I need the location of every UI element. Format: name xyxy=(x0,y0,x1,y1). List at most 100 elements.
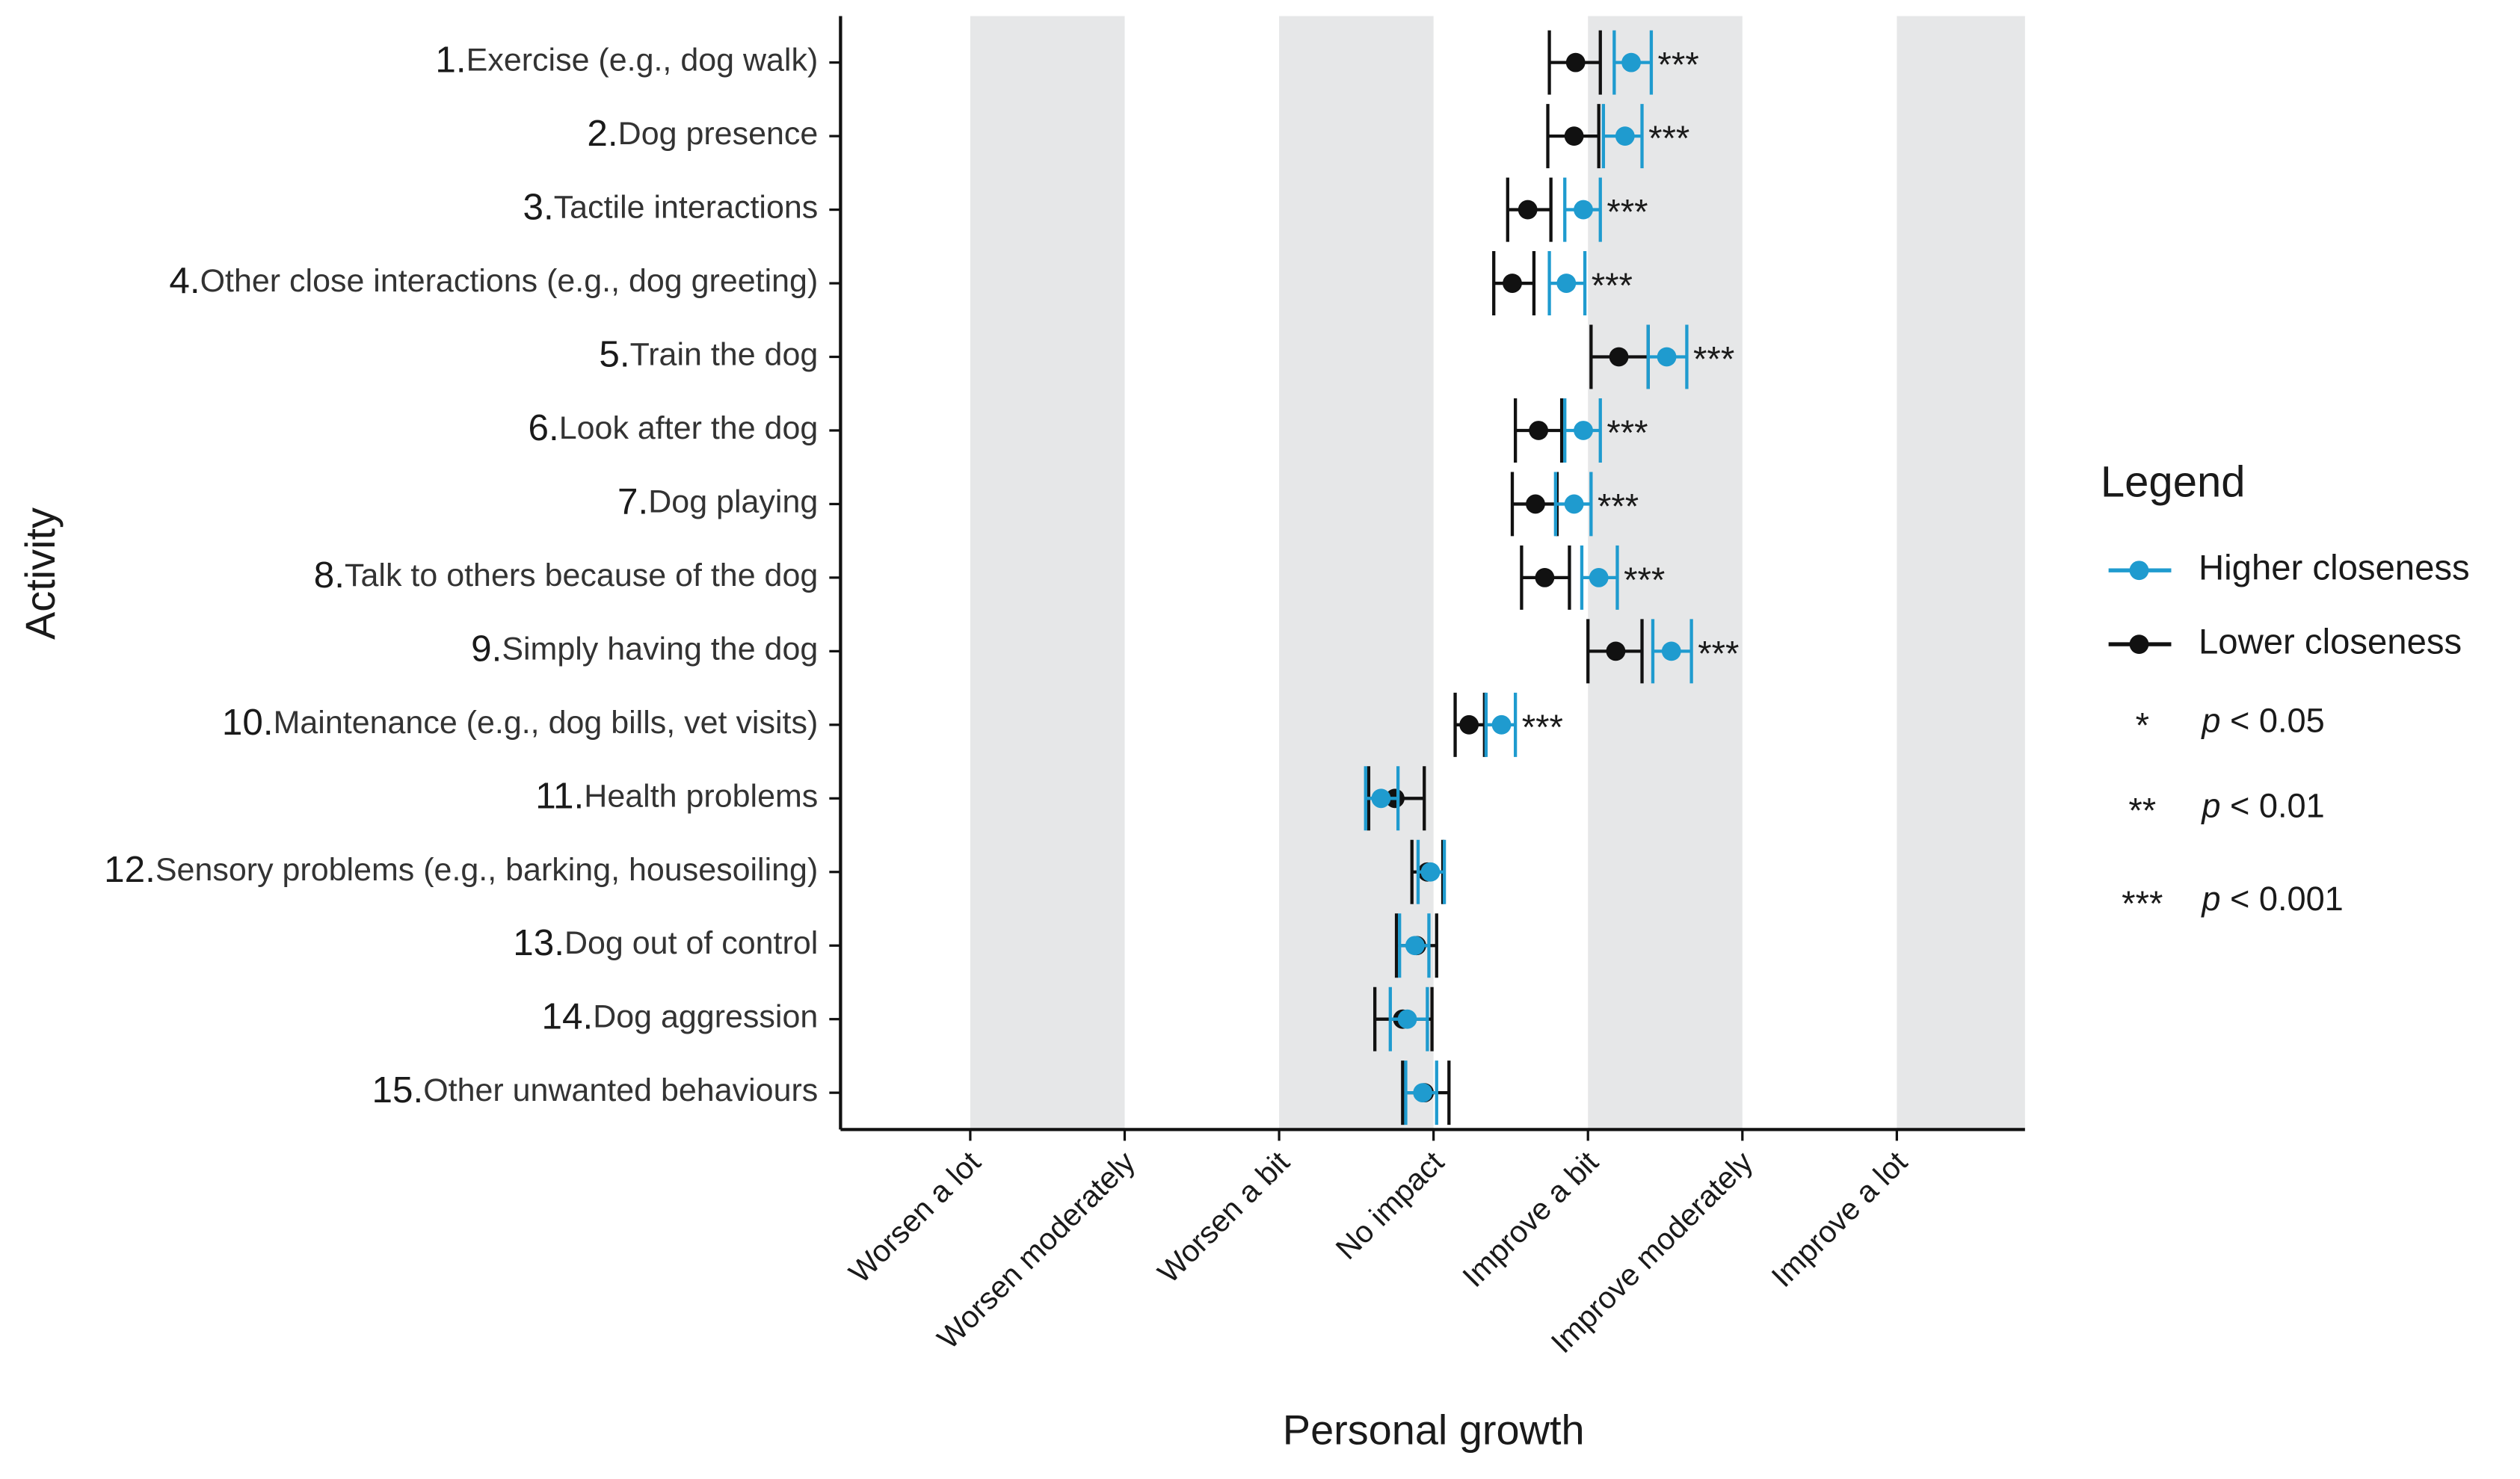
point xyxy=(1420,862,1441,882)
y-tick-label: 15.Other unwanted behaviours xyxy=(372,1069,818,1111)
significance-label: *** xyxy=(1522,708,1563,747)
significance-label: *** xyxy=(1624,561,1665,600)
category-number: 6. xyxy=(529,407,559,448)
key-label: p < 0.01 xyxy=(2200,786,2324,824)
y-tick-label: 3.Tactile interactions xyxy=(523,187,818,228)
point xyxy=(1621,52,1641,72)
category-name: Other close interactions (e.g., dog gree… xyxy=(200,263,819,299)
point xyxy=(1615,126,1635,146)
point xyxy=(1518,200,1538,220)
category-name: Exercise (e.g., dog walk) xyxy=(466,43,819,78)
category-number: 4. xyxy=(169,260,200,301)
legend-label: Lower closeness xyxy=(2199,623,2462,662)
y-tick-label: 11.Health problems xyxy=(535,775,818,816)
shaded-band xyxy=(1588,16,1743,1130)
point xyxy=(1661,641,1681,661)
legend-label: Higher closeness xyxy=(2199,549,2470,588)
shaded-band xyxy=(970,16,1125,1130)
point xyxy=(1397,1009,1417,1029)
key-spacer xyxy=(2220,786,2230,824)
key-variable: p xyxy=(2200,786,2220,824)
point xyxy=(1564,494,1584,514)
x-tick-label: Improve a lot xyxy=(1765,1144,1914,1294)
y-axis-title: Activity xyxy=(16,507,64,640)
legend-dot xyxy=(2129,634,2149,655)
category-number: 12. xyxy=(104,849,155,890)
category-number: 5. xyxy=(599,334,629,375)
category-name: Health problems xyxy=(584,779,818,815)
point xyxy=(1565,52,1586,72)
category-number: 8. xyxy=(314,555,345,596)
key-variable: p xyxy=(2200,880,2220,918)
point xyxy=(1503,274,1522,293)
axes-layer xyxy=(829,16,2025,1141)
point xyxy=(1556,274,1577,293)
y-tick-label: 10.Maintenance (e.g., dog bills, vet vis… xyxy=(222,702,818,743)
category-number: 15. xyxy=(372,1069,423,1111)
category-name: Maintenance (e.g., dog bills, vet visits… xyxy=(274,705,819,741)
key-symbol: ** xyxy=(2128,791,2156,830)
point xyxy=(1574,421,1593,440)
legend-dot xyxy=(2129,561,2149,581)
key-threshold: < 0.001 xyxy=(2230,880,2344,918)
category-number: 11. xyxy=(535,775,584,816)
bands-layer xyxy=(970,16,2025,1130)
y-tick-label: 8.Talk to others because of the dog xyxy=(314,555,818,596)
y-tick-label: 5.Train the dog xyxy=(599,334,818,375)
y-tick-label: 7.Dog playing xyxy=(617,481,818,522)
category-name: Tactile interactions xyxy=(554,190,819,226)
shaded-band xyxy=(1897,16,2025,1130)
point xyxy=(1609,347,1629,367)
significance-label: *** xyxy=(1592,266,1633,306)
y-tick-label: 12.Sensory problems (e.g., barking, hous… xyxy=(104,849,818,890)
key-label: p < 0.05 xyxy=(2200,701,2324,739)
point xyxy=(1606,641,1626,661)
point xyxy=(1564,126,1584,146)
key-threshold: < 0.01 xyxy=(2230,786,2325,824)
y-tick-label: 4.Other close interactions (e.g., dog gr… xyxy=(169,260,818,301)
significance-label: *** xyxy=(1693,339,1734,379)
y-tick-label: 9.Simply having the dog xyxy=(471,628,818,669)
category-number: 10. xyxy=(222,702,274,743)
shaded-band xyxy=(1279,16,1434,1130)
point xyxy=(1459,714,1479,735)
key-threshold: < 0.05 xyxy=(2230,701,2325,739)
key-spacer xyxy=(2220,880,2230,918)
significance-label: *** xyxy=(1698,634,1739,673)
category-number: 9. xyxy=(471,628,502,669)
category-name: Talk to others because of the dog xyxy=(345,558,818,593)
key-label: p < 0.001 xyxy=(2200,880,2343,918)
category-number: 1. xyxy=(435,40,466,81)
category-name: Simply having the dog xyxy=(502,632,818,667)
category-number: 2. xyxy=(587,113,617,154)
x-tick-label: Worsen a lot xyxy=(842,1144,988,1290)
point xyxy=(1657,347,1677,367)
x-axis-title: Personal growth xyxy=(1283,1406,1585,1453)
key-variable: p xyxy=(2200,701,2220,739)
category-name: Other unwanted behaviours xyxy=(423,1073,818,1109)
marks-layer xyxy=(1364,30,1693,1126)
point xyxy=(1589,568,1609,587)
category-number: 14. xyxy=(541,996,593,1037)
point xyxy=(1535,568,1555,587)
x-tick-label: No impact xyxy=(1329,1144,1451,1266)
x-tick-label: Improve a bit xyxy=(1455,1144,1605,1294)
category-name: Train the dog xyxy=(630,337,819,373)
category-number: 7. xyxy=(617,481,648,522)
point xyxy=(1526,494,1545,514)
y-tick-label: 14.Dog aggression xyxy=(541,996,818,1037)
category-name: Sensory problems (e.g., barking, houseso… xyxy=(155,852,818,888)
y-tick-label: 2.Dog presence xyxy=(587,113,818,154)
point xyxy=(1529,421,1549,440)
point xyxy=(1491,714,1512,735)
y-tick-label: 13.Dog out of control xyxy=(513,922,818,963)
significance-label: *** xyxy=(1658,46,1699,85)
category-name: Dog presence xyxy=(618,116,819,152)
key-symbol: *** xyxy=(2122,884,2163,924)
significance-label: *** xyxy=(1606,193,1648,232)
point xyxy=(1413,1083,1433,1103)
significance-label: *** xyxy=(1648,119,1689,158)
significance-label: *** xyxy=(1598,487,1639,526)
y-tick-label: 1.Exercise (e.g., dog walk) xyxy=(435,40,818,81)
